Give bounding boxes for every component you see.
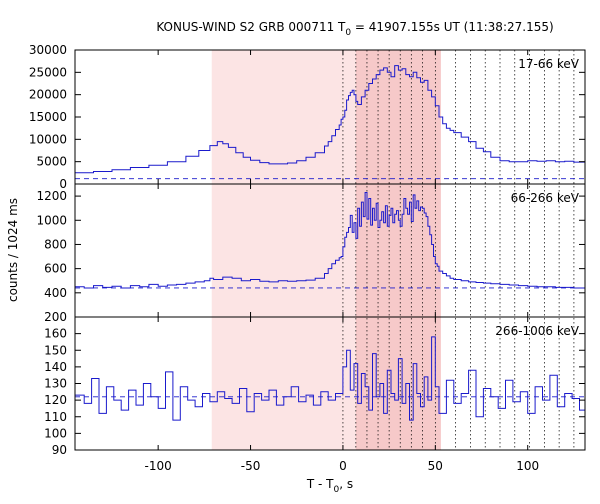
axes-layer — [74, 49, 586, 451]
chart-title: KONUS-WIND S2 GRB 000711 T0 = 41907.155s… — [156, 20, 553, 38]
panel-0-ytick-label: 20000 — [29, 88, 67, 102]
x-tick-label: -50 — [241, 459, 261, 473]
panel-1-ytick-label: 1000 — [36, 213, 67, 227]
panel-1-band-label: 66-266 keV — [511, 191, 580, 205]
x-tick-label: 0 — [339, 459, 347, 473]
panel-2-series-line — [75, 336, 586, 421]
x-tick-label: 50 — [428, 459, 443, 473]
dotted-vertical-lines — [342, 50, 575, 450]
panel-2-ytick-label: 130 — [44, 377, 67, 391]
shaded-regions — [211, 50, 441, 450]
panel-2-band-label: 266-1006 keV — [495, 324, 579, 338]
chart-title-subscript: 0 — [345, 28, 351, 38]
panel-0-ytick-label: 15000 — [29, 110, 67, 124]
panel-2-ytick-label: 150 — [44, 343, 67, 357]
panel-1-series-line — [75, 192, 585, 289]
panel-0-band-label: 17-66 keV — [518, 57, 580, 71]
panel-1-ytick-label: 800 — [44, 237, 67, 251]
panel-1-ytick-label: 1200 — [36, 189, 67, 203]
panel-2-ytick-label: 120 — [44, 393, 67, 407]
x-tick-label: -100 — [145, 459, 172, 473]
panel-0-ytick-label: 10000 — [29, 132, 67, 146]
panel-2-ytick-label: 140 — [44, 360, 67, 374]
panel-1-ytick-label: 400 — [44, 286, 67, 300]
panel-0-ytick-label: 25000 — [29, 65, 67, 79]
panel-0-ytick-label: 5000 — [36, 155, 67, 169]
panel-2-ytick-label: 100 — [44, 426, 67, 440]
x-axis-label-subscript: 0 — [334, 485, 340, 495]
panel-0-ytick-label: 0 — [59, 177, 67, 191]
x-axis-label: T - T0, s — [306, 477, 353, 495]
panel-1-ytick-label: 200 — [44, 310, 67, 324]
panel-1-ytick-label: 600 — [44, 262, 67, 276]
x-tick-label: 100 — [516, 459, 539, 473]
panel-0-ytick-label: 30000 — [29, 43, 67, 57]
panel-0-series-line — [75, 65, 586, 174]
panel-2-ytick-label: 160 — [44, 327, 67, 341]
labels-layer: KONUS-WIND S2 GRB 000711 T0 = 41907.155s… — [6, 20, 580, 495]
panel-2-ytick-label: 110 — [44, 410, 67, 424]
panel-2-ytick-label: 90 — [52, 443, 67, 457]
y-axis-label: counts / 1024 ms — [6, 198, 20, 302]
series-layer — [75, 65, 586, 421]
